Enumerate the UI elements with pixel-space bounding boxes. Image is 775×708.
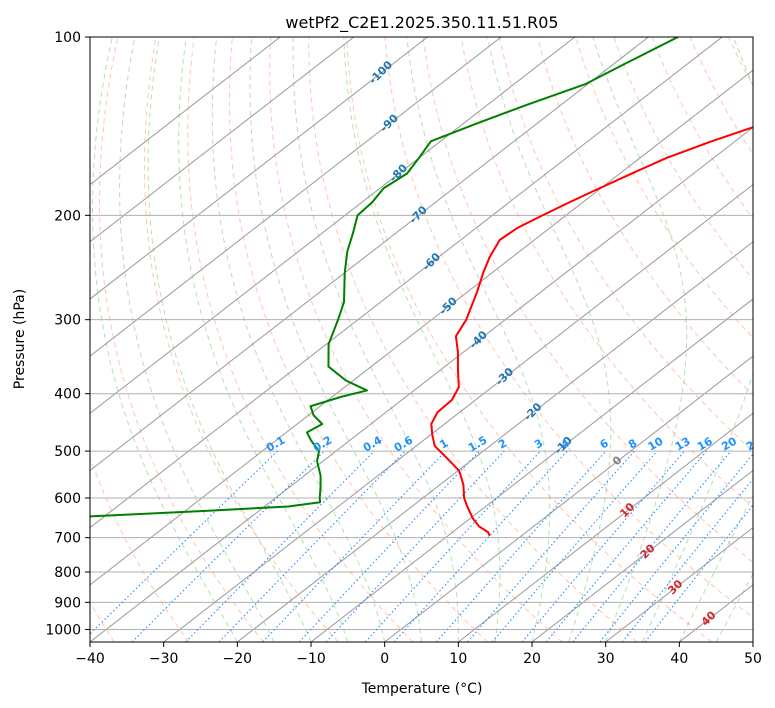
dry-adiabat-line bbox=[613, 37, 753, 280]
dry-adiabat-line bbox=[90, 455, 190, 642]
isotherm-line bbox=[605, 527, 753, 642]
x-tick-label: 0 bbox=[380, 651, 389, 667]
isotherm-line bbox=[237, 241, 753, 642]
isotherm-line bbox=[531, 469, 753, 642]
x-tick-label: −40 bbox=[75, 651, 105, 667]
dry-adiabat-line bbox=[269, 37, 563, 642]
isotherm-line bbox=[90, 37, 723, 529]
x-tick-label: 40 bbox=[670, 651, 688, 667]
isotherm-line bbox=[90, 37, 428, 300]
y-tick-label: 200 bbox=[54, 208, 81, 224]
isotherm-line bbox=[90, 69, 753, 586]
mixing-ratio-line bbox=[621, 478, 753, 642]
moist-adiabat-line bbox=[343, 37, 501, 642]
moist-adiabat-line bbox=[486, 37, 612, 642]
moist-adiabat-line bbox=[406, 37, 551, 642]
mixing-ratio-label: 25 bbox=[744, 435, 764, 454]
mixing-ratio-line bbox=[521, 450, 685, 642]
dry-adiabat-line bbox=[187, 37, 414, 642]
y-tick-label: 600 bbox=[54, 491, 81, 507]
dry-adiabat-line bbox=[143, 37, 339, 642]
mixing-ratio-line bbox=[90, 450, 278, 635]
isotherm-line bbox=[90, 126, 753, 642]
x-tick-label: −30 bbox=[149, 651, 179, 667]
isotherm-line bbox=[90, 37, 281, 186]
isotherm-line bbox=[90, 37, 649, 472]
y-axis-label: Pressure (hPa) bbox=[12, 289, 28, 389]
isotherm-line bbox=[384, 355, 753, 642]
mixing-ratio-line bbox=[325, 450, 505, 642]
mixing-ratio-line bbox=[218, 450, 406, 642]
x-tick-label: 50 bbox=[744, 651, 762, 667]
chart-title: wetPf2_C2E1.2025.350.11.51.R05 bbox=[285, 13, 558, 33]
dry-adiabat-line bbox=[460, 37, 753, 508]
x-axis-label: Temperature (°C) bbox=[361, 681, 483, 697]
plot-frame bbox=[89, 36, 754, 643]
moist-adiabat-line bbox=[678, 493, 753, 642]
isotherm-line bbox=[458, 412, 753, 642]
y-tick-label: 900 bbox=[54, 595, 81, 611]
mixing-ratio-line bbox=[393, 450, 568, 642]
mixing-ratio-line bbox=[262, 450, 447, 642]
y-tick-label: 700 bbox=[54, 531, 81, 547]
x-tick-label: 10 bbox=[449, 651, 467, 667]
x-tick-label: −20 bbox=[223, 651, 253, 667]
mixing-ratio-line bbox=[644, 504, 753, 642]
y-tick-label: 500 bbox=[54, 444, 81, 460]
mixing-ratio-line bbox=[599, 453, 753, 642]
y-tick-label: 100 bbox=[54, 30, 81, 46]
x-tick-label: 30 bbox=[597, 651, 615, 667]
isotherm-line bbox=[163, 183, 753, 642]
y-tick-label: 800 bbox=[54, 565, 81, 581]
mixing-ratio-line bbox=[131, 450, 325, 642]
isotherm-line bbox=[90, 37, 576, 414]
y-tick-label: 300 bbox=[54, 313, 81, 329]
dry-adiabat-line bbox=[422, 37, 753, 563]
mixing-ratio-line bbox=[545, 450, 708, 642]
isotherms bbox=[90, 37, 753, 642]
mixing-ratio-lines bbox=[90, 450, 753, 642]
moist-adiabat-line bbox=[249, 37, 422, 642]
isotherm-line bbox=[310, 298, 753, 642]
moist-adiabat-line bbox=[592, 37, 688, 642]
moist-adiabat-line bbox=[715, 572, 753, 642]
moist-adiabat-line bbox=[178, 37, 349, 642]
mixing-ratio-line bbox=[572, 450, 732, 642]
x-axis-ticks: −40 −30 −20 −10 0 10 20 30 40 50 bbox=[75, 642, 762, 667]
moist-adiabat-line bbox=[92, 37, 238, 642]
x-tick-label: −10 bbox=[296, 651, 326, 667]
isotherm-line bbox=[90, 37, 355, 243]
dry-adiabat-line bbox=[651, 37, 753, 220]
pressure-gridlines bbox=[90, 37, 753, 630]
mixing-ratio-line bbox=[364, 450, 541, 642]
y-axis-ticks: 100 200 300 400 500 600 700 800 900 1000 bbox=[45, 30, 90, 638]
isotherm-line bbox=[90, 37, 502, 357]
y-tick-label: 400 bbox=[54, 387, 81, 403]
dry-adiabat-line bbox=[384, 37, 753, 618]
dry-adiabat-line bbox=[346, 37, 713, 642]
x-tick-label: 20 bbox=[523, 651, 541, 667]
sounding-profiles bbox=[90, 37, 753, 537]
dry-adiabat-line bbox=[537, 37, 753, 396]
mixing-ratio-line bbox=[436, 450, 607, 642]
dry-adiabat-line bbox=[308, 37, 638, 642]
dry-adiabat-line bbox=[228, 37, 488, 642]
dry-adiabats bbox=[90, 37, 753, 642]
temperature-profile bbox=[430, 126, 753, 537]
mixing-ratio-line bbox=[185, 450, 375, 642]
dry-adiabat-line bbox=[99, 37, 264, 642]
moist-adiabat-line bbox=[119, 37, 275, 642]
y-tick-label: 1000 bbox=[45, 622, 81, 638]
moist-adiabat-line bbox=[642, 37, 753, 642]
dewpoint-profile bbox=[90, 37, 679, 518]
